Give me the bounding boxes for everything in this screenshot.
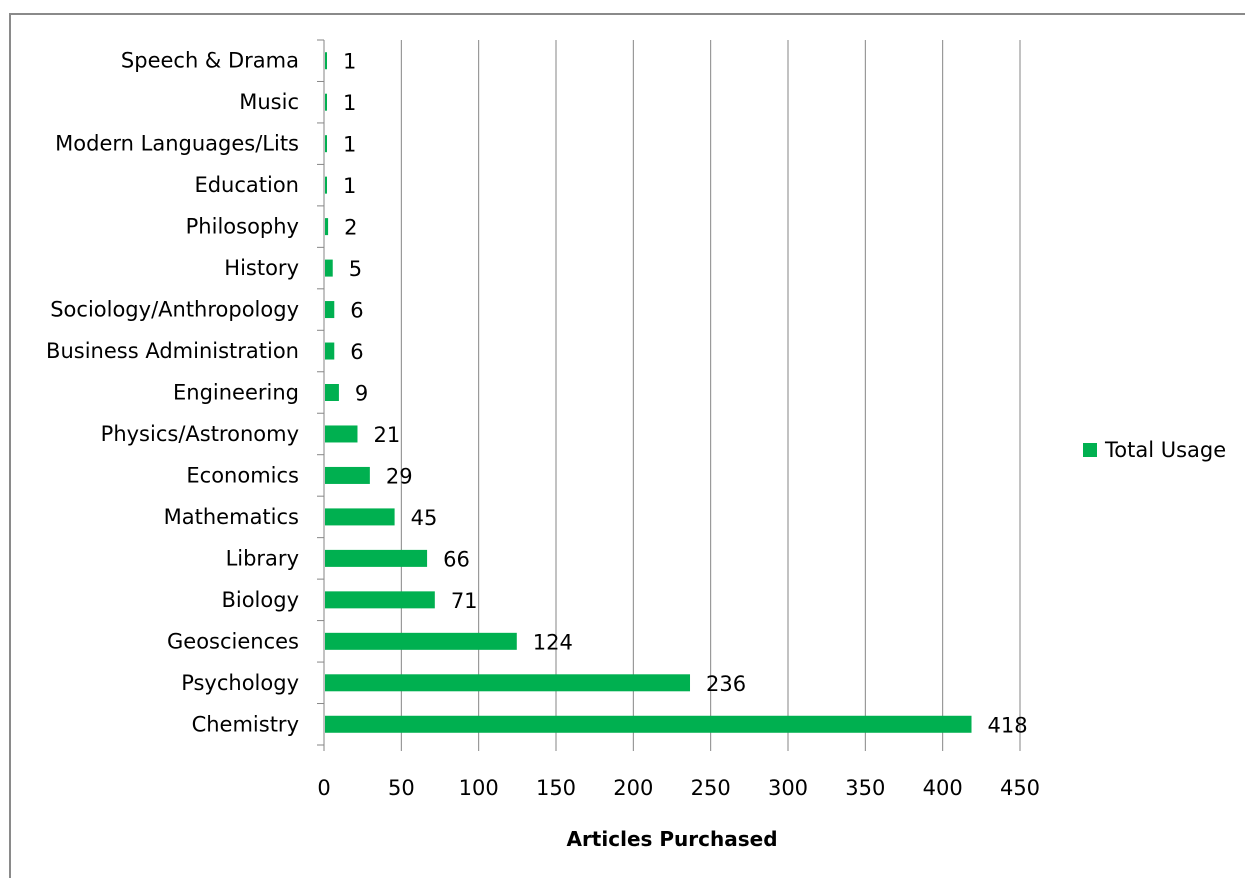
x-tick-label: 300 [768,776,808,800]
data-label: 236 [706,672,746,696]
data-label: 45 [411,506,438,530]
category-label: Modern Languages/Lits [55,132,299,156]
category-label: Philosophy [186,215,299,239]
data-label: 66 [443,547,470,571]
x-tick-label: 450 [1000,776,1040,800]
bar [325,715,972,733]
chart-frame [9,13,1245,878]
gridlines [400,40,1021,745]
data-label: 6 [350,299,363,323]
data-label: 1 [343,133,356,157]
category-label: Sociology/Anthropology [50,298,299,322]
bar [325,259,333,277]
category-label: Library [226,546,299,570]
data-label: 9 [355,382,368,406]
x-tick-label: 50 [388,776,415,800]
x-axis-title: Articles Purchased [566,827,777,851]
category-labels: Chemistry Psychology Geosciences Biology Lib… [46,49,299,737]
x-tick-label: 0 [317,776,330,800]
data-label: 1 [343,91,356,115]
bar [325,384,339,401]
bar [325,301,335,319]
bar [325,135,327,153]
x-tick-label: 100 [459,776,499,800]
data-label: 71 [451,589,478,613]
data-label: 418 [988,713,1028,737]
category-label: Business Administration [46,339,299,363]
data-label: 5 [349,257,362,281]
category-label: Psychology [181,671,299,695]
x-tick-label: 350 [845,776,885,800]
category-label: Engineering [173,381,299,405]
legend-swatch [1083,443,1097,457]
data-label: 1 [343,50,356,74]
category-label: Biology [221,588,299,612]
bar [325,549,428,567]
bar [325,466,370,484]
category-label: Speech & Drama [121,49,299,73]
legend: Total Usage [1083,438,1226,462]
category-label: Economics [186,463,299,487]
category-label: History [224,256,299,280]
category-label: Geosciences [167,629,299,653]
category-label: Physics/Astronomy [101,422,299,446]
x-tick-label: 200 [613,776,653,800]
data-label: 21 [373,423,400,447]
bar [325,176,327,194]
bars [325,52,972,733]
data-label: 6 [350,340,363,364]
category-label: Education [194,173,299,197]
category-label: Mathematics [164,505,299,529]
bar [325,52,327,70]
x-tick-labels: 0 50 100 150 200 250 300 350 400 450 [317,776,1040,800]
x-tick-label: 250 [691,776,731,800]
data-label: 124 [533,630,573,654]
bar [325,342,335,360]
bar [325,218,329,236]
bar [325,93,327,111]
bar [325,425,358,443]
x-tick-label: 150 [536,776,576,800]
legend-label: Total Usage [1104,438,1226,462]
data-label: 29 [386,464,413,488]
bar [325,591,435,609]
bar [325,674,691,692]
bar [325,632,517,650]
category-label: Chemistry [192,712,299,736]
data-label: 1 [343,174,356,198]
data-label: 2 [344,216,357,240]
category-label: Music [239,90,299,114]
x-tick-label: 400 [923,776,963,800]
bar [325,508,395,526]
axes [317,39,1021,751]
